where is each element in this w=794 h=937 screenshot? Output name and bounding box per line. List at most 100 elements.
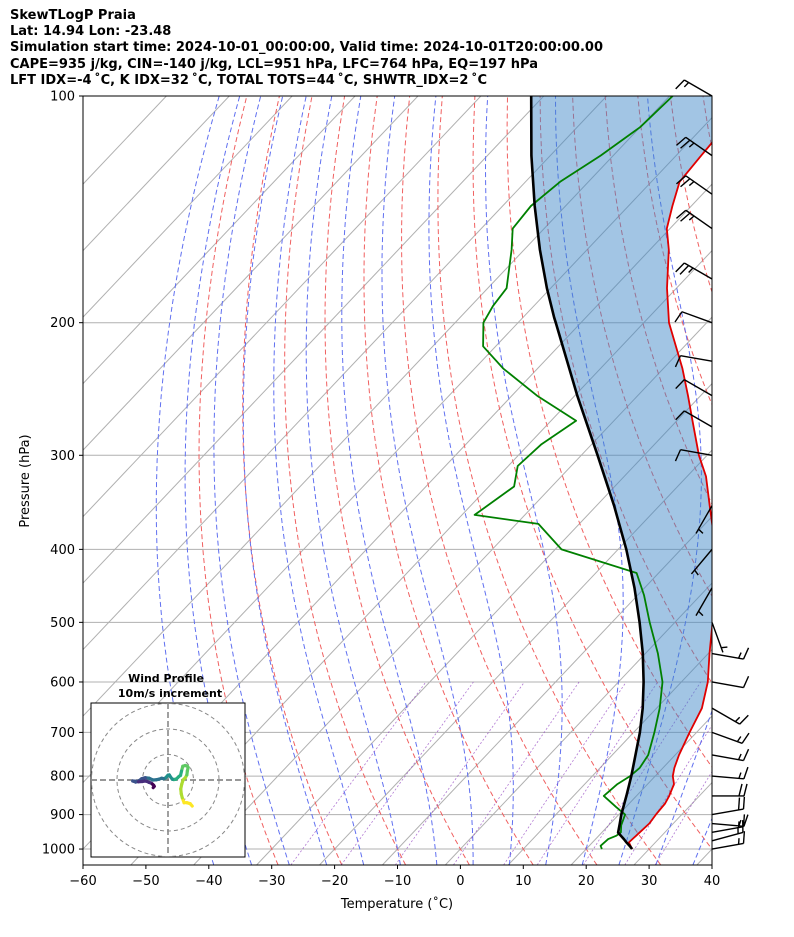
- moist-adiabat: [618, 96, 702, 865]
- hodograph-ring: [91, 703, 245, 857]
- barb-flag: [675, 262, 685, 273]
- y-tick-label: 700: [50, 726, 75, 741]
- barb-staff: [690, 548, 713, 575]
- wind-barb: [711, 748, 750, 762]
- barb-flag: [675, 79, 685, 90]
- barb-staff: [711, 707, 741, 725]
- y-tick-label: 500: [50, 616, 75, 631]
- isotherm: [507, 648, 712, 865]
- barb-staff: [711, 775, 744, 780]
- y-tick-label: 200: [50, 316, 75, 331]
- wind-barb: [712, 783, 748, 797]
- moist-adiabat: [273, 96, 365, 865]
- parcel-line: [529, 96, 645, 850]
- barb-half-flag: [698, 528, 704, 534]
- barb-half-flag: [683, 82, 690, 88]
- temperature-line: [628, 141, 712, 850]
- wind-barb: [711, 831, 746, 850]
- barb-flag: [679, 265, 690, 275]
- wind-barb: [711, 814, 749, 828]
- isotherm: [83, 96, 419, 451]
- title-line-stability-indices: LFT IDX=-4 ˚C, K IDX=32 ˚C, TOTAL TOTS=4…: [10, 73, 488, 88]
- wind-barb: [675, 410, 713, 428]
- barb-staff: [681, 311, 713, 324]
- barb-half-flag: [736, 736, 742, 743]
- wind-barb: [711, 766, 749, 780]
- title-line-cape-indices: CAPE=935 j/kg, CIN=-140 j/kg, LCL=951 hP…: [10, 57, 538, 72]
- hodograph-segment: [151, 784, 156, 790]
- barb-staff: [685, 175, 713, 195]
- barb-staff: [683, 410, 713, 428]
- y-axis-label: Pressure (hPa): [18, 434, 33, 527]
- dry-adiabat: [768, 96, 794, 865]
- barb-half-flag: [737, 652, 742, 659]
- moist-adiabat: [155, 96, 220, 865]
- wind-barb: [711, 707, 749, 725]
- dry-adiabat: [242, 96, 343, 865]
- dry-adiabat: [324, 96, 470, 865]
- barb-flag: [680, 139, 691, 149]
- moist-adiabat: [428, 96, 514, 865]
- barb-staff: [683, 379, 713, 397]
- hodograph-subtitle: 10m/s increment: [118, 687, 222, 700]
- moist-adiabat: [692, 817, 712, 865]
- barb-flag: [674, 355, 682, 368]
- moist-adiabat: [381, 96, 474, 865]
- wind-barb: [675, 175, 713, 195]
- barb-flag: [743, 814, 749, 827]
- barb-staff: [683, 262, 713, 280]
- barb-half-flag: [688, 180, 695, 187]
- moist-adiabat: [341, 96, 438, 865]
- y-tick-label: 900: [50, 808, 75, 823]
- dry-adiabat: [736, 96, 794, 865]
- x-tick-label: −50: [132, 874, 159, 889]
- barb-flag: [742, 814, 746, 827]
- title-line-times: Simulation start time: 2024-10-01_00:00:…: [10, 40, 603, 55]
- dry-adiabat: [198, 96, 279, 865]
- y-tick-label: 800: [50, 770, 75, 785]
- barb-staff: [711, 826, 744, 833]
- isotherm: [570, 715, 712, 865]
- moist-adiabat: [484, 96, 563, 865]
- barb-staff: [711, 822, 744, 828]
- x-tick-label: 0: [456, 874, 464, 889]
- isotherm: [83, 96, 545, 584]
- barb-flag: [674, 311, 683, 323]
- wind-barb: [675, 209, 713, 230]
- moist-adiabat: [305, 96, 401, 865]
- x-tick-label: −40: [195, 874, 222, 889]
- moist-adiabat: [184, 96, 253, 865]
- x-tick-label: 20: [578, 874, 595, 889]
- barb-staff: [680, 354, 713, 362]
- mixing-ratio-line: [582, 681, 702, 865]
- barb-flag: [742, 675, 750, 688]
- barb-flag: [675, 209, 687, 219]
- barb-staff: [711, 652, 744, 660]
- moist-adiabat: [555, 96, 624, 865]
- mixing-ratio-line: [536, 681, 658, 865]
- barb-flag: [742, 831, 746, 844]
- barb-flag: [675, 379, 685, 390]
- isotherm: [130, 249, 712, 865]
- y-tick-label: 1000: [42, 843, 75, 858]
- mixing-ratio-line: [453, 681, 580, 865]
- wind-barb: [695, 587, 713, 617]
- x-tick-label: −20: [321, 874, 348, 889]
- dry-adiabat: [401, 96, 598, 865]
- barb-half-flag: [694, 569, 699, 576]
- x-tick-label: 30: [641, 874, 658, 889]
- isotherm: [319, 449, 712, 865]
- mixing-ratio-line: [394, 681, 525, 865]
- barb-half-flag: [698, 610, 704, 617]
- isotherm: [193, 316, 712, 865]
- title-line-station: SkewTLogP Praia: [10, 8, 136, 23]
- mixing-ratio-line: [340, 681, 474, 865]
- x-axis-label: Temperature (˚C): [340, 896, 453, 912]
- barb-staff: [711, 731, 743, 744]
- barb-flag: [680, 178, 691, 188]
- wind-barb: [711, 796, 746, 816]
- wind-barb: [690, 548, 713, 576]
- y-tick-label: 400: [50, 543, 75, 558]
- barb-flag: [742, 748, 750, 761]
- isotherm: [83, 96, 608, 651]
